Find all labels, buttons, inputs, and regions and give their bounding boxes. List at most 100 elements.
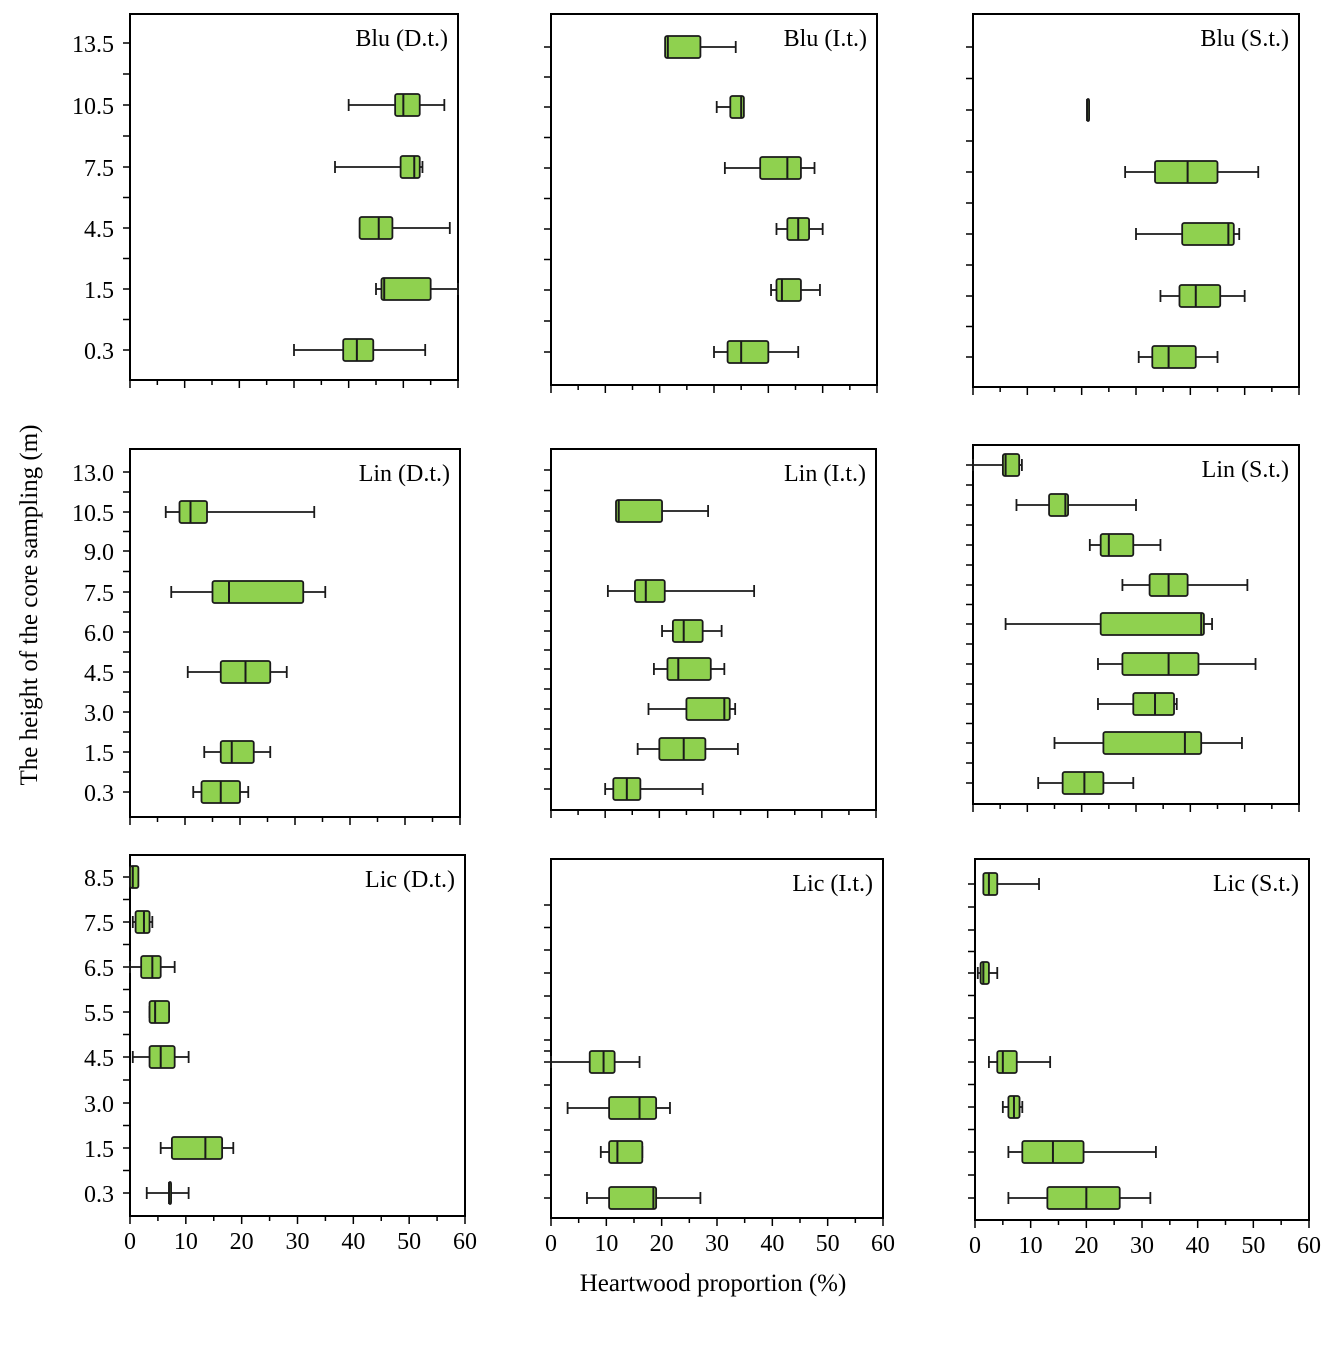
x-tick-label: 10 xyxy=(1019,1233,1043,1259)
x-axis-label: Heartwood proportion (%) xyxy=(580,1270,847,1297)
chart-panel: Blu (S.t.) xyxy=(966,13,1300,395)
x-tick-label: 40 xyxy=(760,1231,784,1257)
x-tick-label: 20 xyxy=(650,1231,674,1257)
boxplot-item xyxy=(550,1050,641,1074)
box-iqr xyxy=(358,216,394,240)
box-iqr xyxy=(1046,1186,1121,1210)
boxplot-item xyxy=(145,1181,190,1205)
panel-title: Lin (I.t.) xyxy=(784,461,866,487)
x-tick-label: 30 xyxy=(705,1231,729,1257)
y-tick-label: 7.5 xyxy=(84,581,114,607)
boxplot-item xyxy=(1004,612,1213,636)
panel-title: Blu (S.t.) xyxy=(1200,26,1289,52)
y-tick-label: 1.5 xyxy=(84,1137,114,1163)
boxplot-item xyxy=(358,216,451,240)
box-iqr xyxy=(982,872,999,896)
boxplot-item xyxy=(375,277,459,301)
boxplot-item xyxy=(192,780,250,804)
panel-title: Lic (S.t.) xyxy=(1213,871,1299,897)
box-iqr xyxy=(211,580,305,604)
box-iqr xyxy=(1151,345,1197,369)
y-tick-label: 13.5 xyxy=(72,32,114,58)
boxplot-item xyxy=(1001,1095,1024,1119)
y-tick-label: 4.5 xyxy=(84,661,114,687)
y-tick-label: 7.5 xyxy=(84,911,114,937)
chart-panel: Blu (I.t.) xyxy=(544,13,878,393)
y-tick-label: 4.5 xyxy=(84,1046,114,1072)
box-iqr xyxy=(608,1140,644,1164)
y-tick-label: 3.0 xyxy=(84,1092,114,1118)
box-iqr xyxy=(1178,284,1222,308)
box-iqr xyxy=(1099,533,1135,557)
y-axis-label: The height of the core sampling (m) xyxy=(16,425,43,786)
boxplot-item xyxy=(713,340,800,364)
boxplot-item xyxy=(647,697,737,721)
box-iqr xyxy=(1181,222,1235,246)
boxplot-item xyxy=(661,619,723,643)
y-tick-label: 0.3 xyxy=(84,781,114,807)
boxplot-item xyxy=(164,500,316,524)
box-iqr xyxy=(759,156,802,180)
boxplot-item xyxy=(1097,692,1178,716)
box-iqr xyxy=(170,1136,224,1160)
boxplot-item xyxy=(203,740,272,764)
box-iqr xyxy=(148,1045,176,1069)
panels: 13.5 10.5 7.5 4.5 1.5 0.3 Blu (D.t.) Blu (I.t.)… xyxy=(72,13,1321,1259)
x-tick-label: 30 xyxy=(1130,1233,1154,1259)
x-tick-label: 10 xyxy=(174,1229,198,1255)
boxplot-item xyxy=(186,660,288,684)
box-iqr xyxy=(1121,652,1200,676)
box-iqr xyxy=(399,155,421,179)
boxplot-item xyxy=(293,338,427,362)
boxplot-item xyxy=(982,872,1040,896)
boxplot-item xyxy=(148,1000,170,1024)
panel-title: Blu (I.t.) xyxy=(784,26,867,52)
box-iqr xyxy=(1061,771,1105,795)
box-iqr xyxy=(588,1050,616,1074)
y-tick-label: 10.5 xyxy=(72,94,114,120)
boxplot-item xyxy=(1037,771,1135,795)
boxplot-item xyxy=(586,1186,702,1210)
boxplot-item xyxy=(1086,98,1090,122)
boxplot-item xyxy=(604,777,704,801)
box-iqr xyxy=(664,35,702,59)
x-tick-label: 60 xyxy=(453,1229,477,1255)
box-iqr xyxy=(1099,612,1205,636)
boxplot-item xyxy=(636,737,739,761)
panel-title: Lic (I.t.) xyxy=(792,871,873,897)
x-tick-label: 60 xyxy=(871,1231,895,1257)
boxplot-item xyxy=(129,955,176,979)
boxplot-item xyxy=(1007,1140,1157,1164)
boxplot-item xyxy=(664,35,737,59)
box-iqr xyxy=(148,1000,170,1024)
box-iqr xyxy=(342,338,375,362)
x-tick-label: 20 xyxy=(230,1229,254,1255)
box-iqr xyxy=(685,697,731,721)
chart-panel: 13.0 10.5 9.0 7.5 6.0 4.5 3.0 1.5 0.3 Lin (D.t.) xyxy=(72,448,461,825)
x-tick-label: 0 xyxy=(124,1229,136,1255)
y-tick-label: 8.5 xyxy=(84,866,114,892)
x-tick-label: 60 xyxy=(1297,1233,1321,1259)
x-tick-label: 50 xyxy=(397,1229,421,1255)
panel-title: Blu (D.t.) xyxy=(355,26,448,52)
box-iqr xyxy=(1132,692,1175,716)
y-tick-label: 3.0 xyxy=(84,701,114,727)
y-tick-label: 4.5 xyxy=(84,217,114,243)
boxplot-item xyxy=(131,1045,190,1069)
x-tick-label: 20 xyxy=(1074,1233,1098,1259)
x-tick-label: 10 xyxy=(594,1231,618,1257)
y-tick-label: 1.5 xyxy=(84,278,114,304)
boxplot-item xyxy=(566,1096,671,1120)
box-iqr xyxy=(219,740,255,764)
y-tick-label: 6.0 xyxy=(84,621,114,647)
box-iqr xyxy=(134,910,151,934)
x-tick-label: 0 xyxy=(969,1233,981,1259)
box-iqr xyxy=(996,1050,1018,1074)
y-tick-label: 0.3 xyxy=(84,1182,114,1208)
box-iqr xyxy=(666,657,712,681)
box-iqr xyxy=(775,278,802,302)
y-tick-label: 7.5 xyxy=(84,156,114,182)
x-tick-label: 30 xyxy=(286,1229,310,1255)
box-iqr xyxy=(608,1186,658,1210)
